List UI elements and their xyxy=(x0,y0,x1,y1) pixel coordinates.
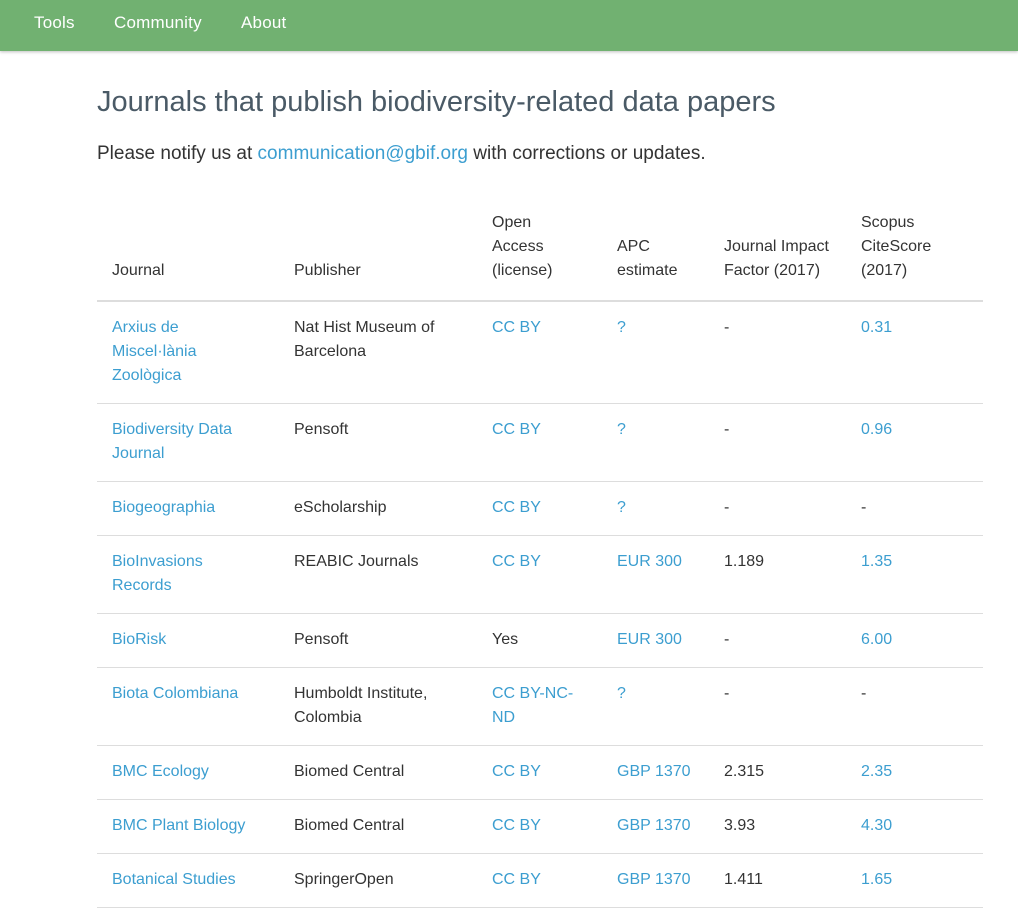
table-header-row: Journal Publisher Open Access (license) … xyxy=(97,203,983,302)
citescore-cell[interactable]: 2.35 xyxy=(846,745,983,800)
apc-cell[interactable]: ? xyxy=(602,667,709,746)
apc-cell[interactable]: GBP 1370 xyxy=(602,745,709,800)
citescore-cell: - xyxy=(846,481,983,536)
journal-cell[interactable]: Biota Colombiana xyxy=(97,667,279,746)
top-navigation-bar: Tools Community About xyxy=(0,0,1018,51)
table-row: Biodiversity Data Journal Pensoft CC BY? -0… xyxy=(97,403,983,482)
column-header-impact-factor: Journal Impact Factor (2017) xyxy=(709,203,846,302)
journal-cell[interactable]: Botanical Studies xyxy=(97,853,279,908)
citescore-cell[interactable]: 4.30 xyxy=(846,799,983,854)
apc-cell[interactable]: EUR 300 xyxy=(602,613,709,668)
nav-item-tools[interactable]: Tools xyxy=(34,13,75,32)
publisher-cell: Humboldt Institute, Colombia xyxy=(279,667,477,746)
publisher-cell: REABIC Journals xyxy=(279,535,477,614)
table-row: BMC Ecology Biomed Central CC BY GBP 1370 2.… xyxy=(97,745,983,800)
apc-cell[interactable]: GBP 1370 xyxy=(602,853,709,908)
publisher-cell: Pensoft xyxy=(279,613,477,668)
citescore-cell[interactable]: 1.35 xyxy=(846,535,983,614)
impact-factor-cell: - xyxy=(709,481,846,536)
nav-item-community[interactable]: Community xyxy=(114,13,202,32)
notice-prefix: Please notify us at xyxy=(97,143,258,164)
publisher-cell: Biomed Central xyxy=(279,745,477,800)
publisher-cell: Biomed Central xyxy=(279,799,477,854)
column-header-apc: APC estimate xyxy=(602,203,709,302)
publisher-cell: eScholarship xyxy=(279,481,477,536)
impact-factor-cell: 1.411 xyxy=(709,853,846,908)
journal-cell[interactable]: Biogeographia xyxy=(97,481,279,536)
contact-email-link[interactable]: communication@gbif.org xyxy=(257,143,468,164)
publisher-cell: SpringerOpen xyxy=(279,853,477,908)
journal-cell[interactable]: Biodiversity Data Journal xyxy=(97,403,279,482)
license-cell[interactable]: CC BY xyxy=(477,481,602,536)
license-cell[interactable]: CC BY xyxy=(477,745,602,800)
license-cell[interactable]: CC BY xyxy=(477,535,602,614)
impact-factor-cell: 3.93 xyxy=(709,799,846,854)
journal-cell[interactable]: BMC Ecology xyxy=(97,745,279,800)
citescore-cell[interactable]: 0.31 xyxy=(846,301,983,404)
table-row: BMC Plant Biology Biomed Central CC BY GBP … xyxy=(97,799,983,854)
table-body: Arxius de Miscel·lània Zoològica Nat Hist… xyxy=(97,301,983,908)
impact-factor-cell: - xyxy=(709,613,846,668)
impact-factor-cell: - xyxy=(709,301,846,404)
journal-cell[interactable]: BioRisk xyxy=(97,613,279,668)
apc-cell[interactable]: ? xyxy=(602,403,709,482)
column-header-citescore: Scopus CiteScore (2017) xyxy=(846,203,983,302)
nav-item-about[interactable]: About xyxy=(241,13,287,32)
license-cell[interactable]: CC BY-NC-ND xyxy=(477,667,602,746)
license-cell: Yes xyxy=(477,613,602,668)
page-title: Journals that publish biodiversity-relat… xyxy=(97,86,776,118)
column-header-open-access: Open Access (license) xyxy=(477,203,602,302)
publisher-cell: Pensoft xyxy=(279,403,477,482)
apc-cell[interactable]: ? xyxy=(602,301,709,404)
table-row: Arxius de Miscel·lània Zoològica Nat Hist… xyxy=(97,301,983,404)
citescore-cell[interactable]: 0.96 xyxy=(846,403,983,482)
journal-cell[interactable]: BMC Plant Biology xyxy=(97,799,279,854)
publisher-cell: Nat Hist Museum of Barcelona xyxy=(279,301,477,404)
journal-cell[interactable]: Arxius de Miscel·lània Zoològica xyxy=(97,301,279,404)
table-row: Botanical Studies SpringerOpen CC BY GBP 13… xyxy=(97,853,983,908)
table-row: Biogeographia eScholarship CC BY? - - xyxy=(97,481,983,536)
citescore-cell: - xyxy=(846,667,983,746)
impact-factor-cell: 1.189 xyxy=(709,535,846,614)
impact-factor-cell: 2.315 xyxy=(709,745,846,800)
license-cell[interactable]: CC BY xyxy=(477,853,602,908)
journal-cell[interactable]: BioInvasions Records xyxy=(97,535,279,614)
impact-factor-cell: - xyxy=(709,403,846,482)
citescore-cell[interactable]: 6.00 xyxy=(846,613,983,668)
citescore-cell[interactable]: 1.65 xyxy=(846,853,983,908)
license-cell[interactable]: CC BY xyxy=(477,301,602,404)
impact-factor-cell: - xyxy=(709,667,846,746)
license-cell[interactable]: CC BY xyxy=(477,799,602,854)
notice-suffix: with corrections or updates. xyxy=(468,143,706,164)
column-header-publisher: Publisher xyxy=(279,203,477,302)
apc-cell[interactable]: EUR 300 xyxy=(602,535,709,614)
license-cell[interactable]: CC BY xyxy=(477,403,602,482)
apc-cell[interactable]: ? xyxy=(602,481,709,536)
table-row: BioRisk Pensoft Yes EUR 300-6.00 xyxy=(97,613,983,668)
column-header-journal: Journal xyxy=(97,203,279,302)
notice-text: Please notify us at communication@gbif.o… xyxy=(97,143,706,165)
apc-cell[interactable]: GBP 1370 xyxy=(602,799,709,854)
table-row: BioInvasions Records REABIC Journals CC BY… xyxy=(97,535,983,614)
journals-table: Journal Publisher Open Access (license) … xyxy=(97,203,983,908)
table-row: Biota Colombiana Humboldt Institute, Colo… xyxy=(97,667,983,746)
